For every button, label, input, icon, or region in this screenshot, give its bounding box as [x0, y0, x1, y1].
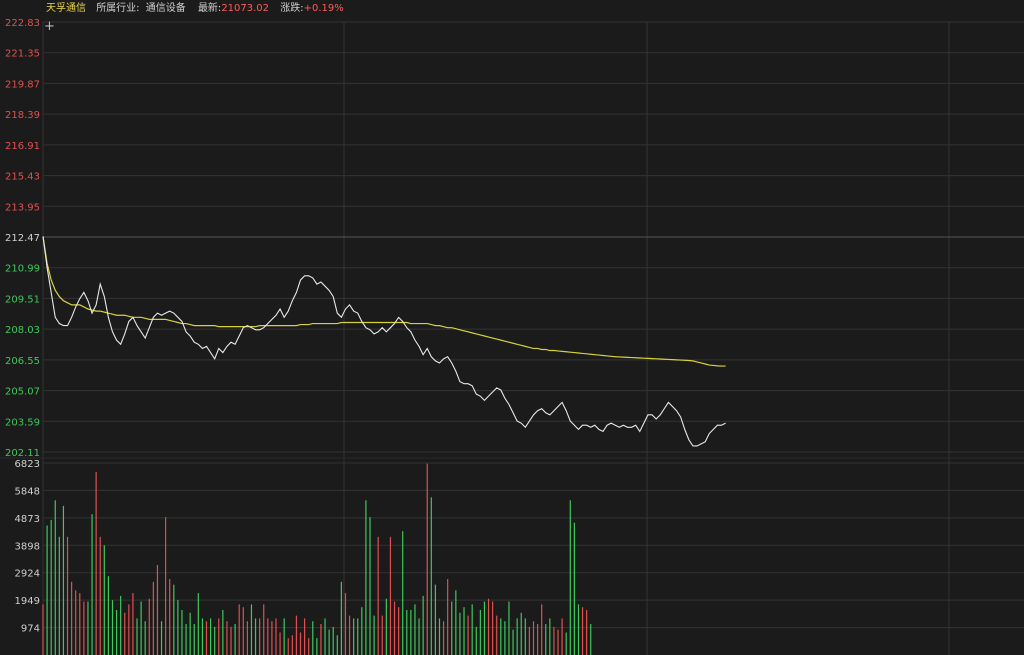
- stock-header: 天孚通信 所属行业: 通信设备 最新:21073.02 涨跌:+0.19%: [0, 0, 1024, 18]
- latest-value: 21073.02: [221, 3, 270, 14]
- price-tick-label: 205.07: [5, 387, 40, 398]
- price-tick-label: 215.43: [5, 172, 40, 183]
- price-line: [42, 236, 726, 447]
- crosshair-icon: +: [44, 19, 55, 34]
- volume-tick-label: 1949: [15, 596, 40, 607]
- stock-name[interactable]: 天孚通信: [46, 3, 86, 14]
- price-lines: [42, 236, 726, 447]
- price-tick-label: 206.55: [5, 356, 40, 367]
- change-label: 涨跌:: [280, 3, 304, 14]
- price-tick-label: 208.03: [5, 325, 40, 336]
- chart-grid: [0, 21, 1024, 655]
- price-tick-label: 222.83: [5, 18, 40, 29]
- volume-bars: [42, 463, 592, 655]
- price-tick-label: 213.95: [5, 202, 40, 213]
- price-tick-label: 221.35: [5, 49, 40, 60]
- price-tick-label: 209.51: [5, 294, 40, 305]
- industry-value[interactable]: 通信设备: [145, 3, 186, 14]
- change-value: +0.19%: [303, 3, 344, 14]
- volume-tick-label: 3898: [15, 541, 40, 552]
- industry-label: 所属行业:: [96, 3, 140, 14]
- latest-label: 最新:: [197, 3, 222, 14]
- price-tick-label: 202.11: [5, 448, 40, 459]
- volume-tick-label: 4873: [15, 514, 40, 525]
- price-tick-label: 212.47: [5, 233, 40, 244]
- price-tick-label: 219.87: [5, 79, 40, 90]
- volume-tick-label: 2924: [15, 569, 40, 580]
- volume-tick-label: 974: [21, 624, 40, 635]
- volume-tick-label: 6823: [15, 459, 40, 470]
- price-tick-label: 218.39: [5, 110, 40, 121]
- price-tick-label: 210.99: [5, 264, 40, 275]
- volume-axis: 6823 5848 4873 3898 2924 1949 974: [15, 459, 40, 635]
- average-price-line: [42, 236, 726, 367]
- price-axis: 222.83 221.35 219.87 218.39 216.91 215.43 213.…: [5, 18, 40, 459]
- price-tick-label: 203.59: [5, 417, 40, 428]
- price-tick-label: 216.91: [5, 141, 40, 152]
- volume-tick-label: 5848: [15, 486, 40, 497]
